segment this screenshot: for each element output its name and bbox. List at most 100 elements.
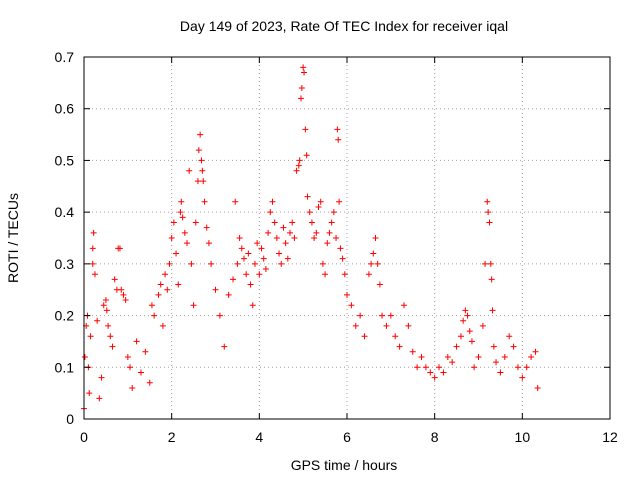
data-point (181, 229, 188, 236)
data-point (352, 322, 359, 329)
data-point (295, 162, 302, 169)
chart-title: Day 149 of 2023, Rate Of TEC Index for r… (180, 18, 508, 34)
data-point (501, 353, 508, 360)
data-point (534, 384, 541, 391)
data-point (151, 312, 158, 319)
data-point (159, 322, 166, 329)
data-point (287, 229, 294, 236)
data-point (186, 167, 193, 174)
data-point (260, 255, 267, 262)
data-point (216, 312, 223, 319)
data-point (487, 260, 494, 267)
data-point (449, 359, 456, 366)
data-point (514, 364, 521, 371)
data-point (361, 333, 368, 340)
data-point (280, 224, 287, 231)
data-point (334, 126, 341, 133)
data-point (86, 390, 93, 397)
data-point (278, 260, 285, 267)
data-point (200, 178, 207, 185)
data-point (293, 167, 300, 174)
data-point (298, 85, 305, 92)
data-point (506, 333, 513, 340)
data-point (271, 219, 278, 226)
data-point (89, 260, 96, 267)
x-tick-label: 8 (431, 429, 439, 445)
data-point (249, 302, 256, 309)
data-point (91, 271, 98, 278)
data-point (284, 255, 291, 262)
data-point (302, 126, 309, 133)
data-point (240, 255, 247, 262)
data-point (251, 260, 258, 267)
data-point (392, 333, 399, 340)
data-point (81, 353, 88, 360)
data-point (236, 235, 243, 241)
data-point (532, 348, 539, 355)
data-point (488, 276, 495, 283)
data-point (486, 219, 493, 226)
data-point (453, 343, 460, 350)
data-point (296, 157, 303, 164)
data-point (457, 333, 464, 340)
data-point (109, 343, 116, 350)
data-point (460, 317, 467, 324)
data-point (304, 193, 311, 200)
data-point (348, 302, 355, 309)
data-point (464, 312, 471, 319)
data-point (400, 302, 407, 309)
data-point (308, 219, 315, 226)
data-point (462, 307, 469, 314)
data-point (212, 286, 219, 293)
data-point (234, 260, 241, 267)
data-point (489, 307, 496, 314)
data-point (414, 364, 421, 371)
data-point (339, 255, 346, 262)
data-point (335, 136, 342, 143)
data-point (133, 338, 140, 345)
data-point (243, 271, 250, 278)
y-tick-label: 0.3 (55, 256, 75, 272)
data-point (184, 240, 191, 247)
data-point (372, 235, 379, 241)
data-point (276, 250, 283, 257)
data-point (122, 297, 129, 304)
data-point (317, 198, 324, 205)
data-point (344, 291, 350, 298)
data-point (387, 312, 394, 319)
data-point (379, 312, 386, 319)
data-point (291, 235, 298, 241)
data-point (485, 209, 492, 216)
data-point (475, 353, 482, 360)
x-tick-label: 12 (602, 429, 618, 445)
data-point (297, 95, 304, 102)
data-point (303, 152, 310, 159)
data-point (357, 312, 364, 319)
data-point (100, 302, 107, 309)
data-point (282, 240, 289, 247)
data-point (94, 317, 101, 324)
data-point (337, 245, 344, 252)
data-point (383, 322, 390, 329)
data-point (258, 245, 265, 252)
x-tick-label: 4 (255, 429, 263, 445)
data-point (98, 374, 105, 381)
data-point (102, 297, 109, 304)
data-point (493, 359, 500, 366)
y-tick-labels: 0 0.1 0.2 0.3 0.4 0.5 0.6 0.7 (55, 49, 75, 427)
x-tick-label: 0 (80, 429, 88, 445)
data-point (137, 369, 144, 376)
data-point (468, 338, 475, 345)
data-point (245, 250, 252, 257)
data-point (466, 328, 473, 335)
data-point (205, 240, 212, 247)
data-point (107, 333, 114, 340)
data-point (313, 229, 320, 236)
data-point (341, 271, 348, 278)
data-point (301, 69, 308, 76)
data-point (194, 178, 201, 185)
data-point (256, 271, 263, 278)
data-point (89, 245, 96, 252)
data-point (192, 219, 199, 226)
data-point (208, 260, 215, 267)
